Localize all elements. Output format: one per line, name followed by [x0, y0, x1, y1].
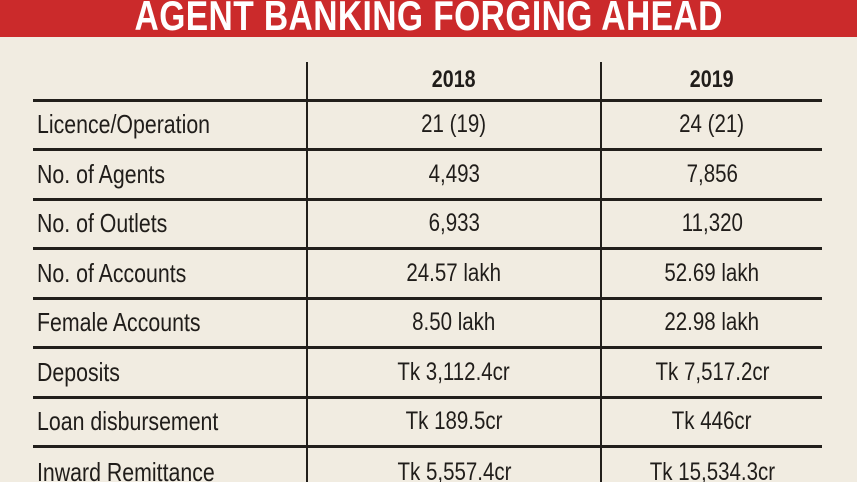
value-2018: 24.57 lakh — [306, 247, 601, 298]
table-row: No. of Accounts 24.57 lakh 52.69 lakh — [33, 247, 822, 298]
value-2018: Tk 3,112.4cr — [306, 346, 601, 397]
value-2019: Tk 446cr — [600, 395, 822, 447]
agent-banking-table: 2018 2019 Licence/Operation 21 (19) 24 (… — [33, 62, 822, 482]
row-label: Licence/Operation — [33, 98, 307, 150]
value-2018: 6,933 — [306, 197, 601, 249]
title-banner: AGENT BANKING FORGING AHEAD — [0, 0, 857, 37]
table-row: Licence/Operation 21 (19) 24 (21) — [33, 98, 822, 150]
row-label: Loan disbursement — [33, 395, 307, 447]
value-2019: Tk 15,534.3cr — [600, 445, 822, 482]
value-2018: 21 (19) — [306, 98, 601, 150]
table-row: Deposits Tk 3,112.4cr Tk 7,517.2cr — [33, 346, 822, 397]
value-2019: 24 (21) — [600, 98, 822, 150]
value-2018: 4,493 — [306, 148, 601, 199]
value-2019: Tk 7,517.2cr — [600, 346, 822, 397]
table-row: Female Accounts 8.50 lakh 22.98 lakh — [33, 296, 822, 348]
value-2019: 52.69 lakh — [600, 247, 822, 298]
column-header-blank — [33, 62, 307, 100]
value-2019: 7,856 — [600, 148, 822, 199]
table-row: No. of Outlets 6,933 11,320 — [33, 197, 822, 249]
table-header-row: 2018 2019 — [33, 62, 822, 100]
column-header-2019: 2019 — [600, 62, 822, 100]
row-label: Female Accounts — [33, 296, 307, 348]
table-row: Loan disbursement Tk 189.5cr Tk 446cr — [33, 395, 822, 447]
row-label: Inward Remittance — [33, 445, 307, 482]
row-label: No. of Accounts — [33, 247, 307, 298]
value-2018: Tk 5,557.4cr — [306, 445, 601, 482]
page-title-text: AGENT BANKING FORGING AHEAD — [134, 0, 723, 37]
value-2019: 22.98 lakh — [600, 296, 822, 348]
table-row: No. of Agents 4,493 7,856 — [33, 148, 822, 199]
row-label: No. of Agents — [33, 148, 307, 199]
page-title: AGENT BANKING FORGING AHEAD — [0, 0, 857, 37]
column-header-2018: 2018 — [306, 62, 601, 100]
value-2018: Tk 189.5cr — [306, 395, 601, 447]
table-row: Inward Remittance Tk 5,557.4cr Tk 15,534… — [33, 445, 822, 482]
value-2019: 11,320 — [600, 197, 822, 249]
row-label: Deposits — [33, 346, 307, 397]
value-2018: 8.50 lakh — [306, 296, 601, 348]
row-label: No. of Outlets — [33, 197, 307, 249]
